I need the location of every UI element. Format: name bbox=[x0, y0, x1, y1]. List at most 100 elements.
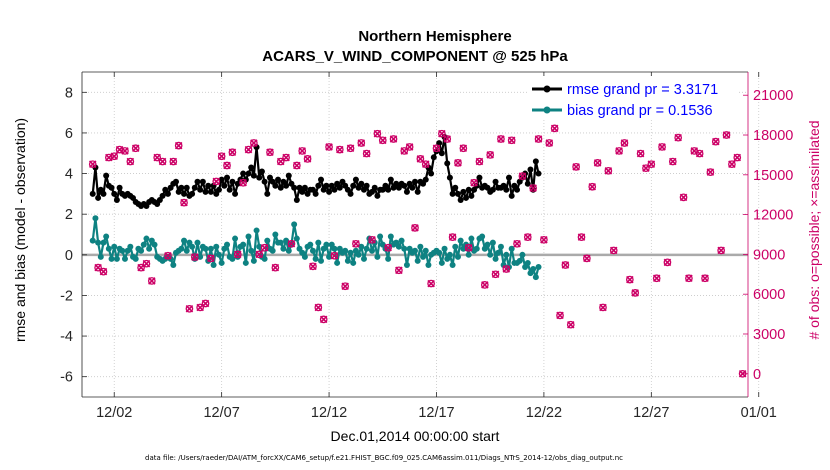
data-point bbox=[508, 192, 515, 199]
obs-assimilated-point bbox=[250, 139, 258, 147]
data-point bbox=[189, 243, 196, 250]
obs-possible-point bbox=[658, 143, 666, 151]
data-point bbox=[409, 184, 416, 191]
obs-possible-point bbox=[164, 251, 172, 260]
obs-assimilated-point bbox=[491, 270, 500, 279]
data-point bbox=[452, 184, 459, 191]
data-point bbox=[422, 176, 429, 183]
data-point bbox=[323, 182, 330, 189]
data-point bbox=[218, 259, 225, 266]
data-point bbox=[248, 247, 255, 254]
obs-possible-point bbox=[335, 145, 344, 154]
obs-assimilated-point bbox=[131, 144, 140, 153]
data-point bbox=[277, 239, 284, 246]
obs-assimilated-point bbox=[330, 251, 339, 260]
obs-possible-point bbox=[416, 155, 425, 163]
data-point bbox=[89, 190, 96, 197]
data-point bbox=[202, 245, 209, 252]
data-point bbox=[113, 255, 120, 262]
obs-assimilated-point bbox=[260, 243, 269, 252]
obs-assimilated-point bbox=[319, 315, 328, 324]
obs-possible-point bbox=[507, 136, 516, 145]
series-3 bbox=[88, 124, 747, 378]
obs-assimilated-point bbox=[486, 151, 494, 159]
data-point bbox=[505, 174, 512, 181]
data-point bbox=[121, 255, 128, 262]
y-tick-label-left: -6 bbox=[60, 370, 73, 386]
y-tick-label-left: -4 bbox=[60, 329, 73, 345]
data-point bbox=[269, 247, 276, 254]
data-point bbox=[446, 251, 453, 258]
obs-assimilated-point bbox=[572, 163, 580, 171]
obs-assimilated-point bbox=[556, 311, 564, 320]
obs-assimilated-point bbox=[384, 243, 392, 252]
obs-assimilated-point bbox=[470, 178, 478, 187]
obs-assimilated-point bbox=[518, 172, 527, 180]
obs-assimilated-point bbox=[706, 168, 715, 176]
obs-possible-point bbox=[454, 159, 462, 167]
obs-assimilated-point bbox=[663, 258, 672, 267]
obs-possible-point bbox=[443, 135, 452, 143]
data-point bbox=[387, 233, 394, 240]
data-point bbox=[527, 166, 534, 173]
obs-assimilated-point bbox=[583, 254, 591, 263]
data-point bbox=[275, 176, 282, 183]
axes-frame bbox=[81, 71, 749, 398]
data-point bbox=[323, 241, 330, 248]
obs-possible-point bbox=[529, 184, 538, 192]
data-point bbox=[489, 239, 496, 246]
obs-possible-point bbox=[711, 137, 720, 146]
y-tick-label-left: 8 bbox=[65, 85, 73, 101]
data-point bbox=[449, 261, 456, 268]
obs-assimilated-point bbox=[690, 147, 699, 155]
data-point bbox=[350, 259, 357, 266]
y-tick-label-left: -2 bbox=[60, 288, 73, 304]
data-point bbox=[318, 176, 325, 183]
x-tick-label: 12/27 bbox=[633, 405, 669, 421]
data-point bbox=[457, 196, 464, 203]
obs-assimilated-point bbox=[615, 147, 623, 155]
legend-marker-rmse bbox=[543, 85, 551, 93]
data-point bbox=[181, 190, 188, 197]
data-point bbox=[191, 184, 198, 191]
data-point bbox=[492, 178, 499, 185]
obs-assimilated-point bbox=[110, 152, 118, 161]
obs-assimilated-point bbox=[298, 147, 306, 155]
obs-possible-point bbox=[642, 164, 650, 173]
obs-possible-point bbox=[615, 147, 623, 155]
data-point bbox=[535, 170, 542, 177]
obs-assimilated-point bbox=[647, 160, 656, 168]
data-point bbox=[468, 235, 475, 242]
data-point bbox=[489, 186, 496, 193]
data-point bbox=[350, 182, 357, 189]
data-point bbox=[245, 170, 252, 177]
data-point bbox=[221, 182, 228, 189]
data-point bbox=[385, 255, 392, 262]
obs-possible-point bbox=[609, 246, 618, 255]
obs-assimilated-point bbox=[566, 320, 575, 329]
data-point bbox=[127, 243, 134, 250]
data-point bbox=[463, 194, 470, 201]
data-point bbox=[103, 233, 110, 240]
data-point bbox=[108, 255, 115, 262]
obs-possible-point bbox=[540, 235, 548, 244]
obs-possible-point bbox=[448, 233, 457, 241]
legend-label-bias: bias grand pr = 0.1536 bbox=[567, 103, 713, 119]
obs-possible-point bbox=[260, 243, 269, 252]
obs-assimilated-point bbox=[395, 266, 403, 275]
data-point bbox=[358, 180, 365, 187]
obs-assimilated-point bbox=[336, 145, 344, 154]
obs-assimilated-point bbox=[180, 198, 188, 207]
obs-assimilated-point bbox=[524, 233, 532, 241]
obs-assimilated-point bbox=[121, 147, 129, 155]
obs-possible-point bbox=[378, 136, 387, 145]
obs-possible-point bbox=[437, 129, 446, 138]
obs-possible-point bbox=[142, 259, 151, 268]
data-point bbox=[420, 253, 427, 260]
obs-possible-point bbox=[153, 153, 162, 162]
obs-possible-point bbox=[545, 139, 554, 147]
obs-possible-point bbox=[137, 263, 145, 272]
obs-possible-point bbox=[196, 303, 205, 312]
data-point bbox=[326, 188, 333, 195]
